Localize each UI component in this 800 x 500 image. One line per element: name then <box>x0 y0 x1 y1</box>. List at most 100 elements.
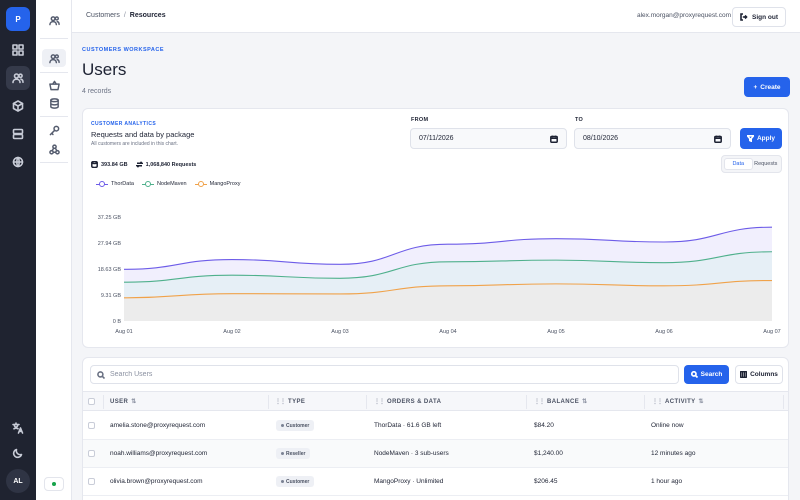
legend-item-nodemaven[interactable]: NodeMaven <box>141 181 187 187</box>
user-email: alex.morgan@proxyrequest.com <box>636 12 731 19</box>
app-logo[interactable]: P <box>6 7 30 31</box>
drag-handle-icon: ⋮⋮ <box>652 399 663 405</box>
globe-icon[interactable] <box>6 150 30 174</box>
plus-icon: + <box>753 83 758 91</box>
apply-button[interactable]: Apply <box>740 128 782 149</box>
x-tick-label: Aug 05 <box>547 329 564 335</box>
users-icon[interactable] <box>6 66 30 90</box>
cell-orders: NodeMaven · 3 sub-users <box>374 450 449 457</box>
x-tick-label: Aug 06 <box>655 329 672 335</box>
users-table-card: Search Columns USER⇅ ⋮⋮TYPE ⋮⋮ORDERS & D… <box>82 357 789 500</box>
column-orders[interactable]: ⋮⋮ ORDERS & DATA <box>374 398 442 406</box>
table-row[interactable]: olivia.brown@proxyrequest.com Customer M… <box>83 468 788 496</box>
database-icon <box>91 161 98 168</box>
create-button[interactable]: + Create <box>744 77 790 97</box>
analytics-note: All customers are included in this chart… <box>91 141 178 147</box>
series-line-thordata <box>123 226 773 270</box>
cell-user: olivia.brown@proxyrequest.com <box>110 478 203 485</box>
cell-orders: MangoProxy · Unlimited <box>374 478 444 485</box>
sort-icon: ⇅ <box>698 399 704 405</box>
legend-marker-icon <box>141 181 154 187</box>
total-data: 393.84 GB <box>91 161 128 168</box>
search-button[interactable]: Search <box>684 365 729 384</box>
drag-handle-icon: ⋮⋮ <box>275 399 286 405</box>
series-line-nodemaven <box>123 251 773 283</box>
record-count: 4 records <box>82 88 112 95</box>
y-tick-label: 9.31 GB <box>101 293 122 299</box>
row-checkbox[interactable] <box>88 478 95 485</box>
column-type[interactable]: ⋮⋮ TYPE <box>275 398 306 406</box>
table-row[interactable]: amelia.stone@proxyrequest.com Customer T… <box>83 412 788 440</box>
drag-handle-icon: ⋮⋮ <box>374 399 385 405</box>
legend-marker-icon <box>96 181 108 187</box>
database-icon[interactable] <box>42 94 66 112</box>
cell-balance: $84.20 <box>534 422 554 429</box>
total-requests: 1,068,840 Requests <box>135 161 196 168</box>
toggle-requests[interactable]: Requests <box>754 161 778 167</box>
columns-button[interactable]: Columns <box>735 365 783 384</box>
x-tick-label: Aug 04 <box>439 329 456 335</box>
type-badge: Reseller <box>276 448 311 459</box>
x-tick-label: Aug 02 <box>223 329 240 335</box>
breadcrumb-customers[interactable]: Customers <box>86 12 120 19</box>
row-checkbox[interactable] <box>88 422 95 429</box>
top-bar: Customers / Resources alex.morgan@proxyreq… <box>72 0 800 33</box>
y-tick-label: 37.25 GB <box>98 215 122 221</box>
toggle-data[interactable]: Data <box>724 158 753 170</box>
area-mangoproxy <box>124 280 772 321</box>
transfer-icon <box>135 161 143 168</box>
cell-balance: $206.45 <box>534 478 558 485</box>
breadcrumb: Customers / Resources <box>86 12 166 19</box>
legend-item-thordata[interactable]: ThorData <box>96 181 134 187</box>
from-date-input[interactable]: 07/11/2026 <box>410 128 567 149</box>
column-balance[interactable]: ⋮⋮ BALANCE ⇅ <box>534 398 588 406</box>
breadcrumb-current: Resources <box>129 12 166 19</box>
webhook-icon[interactable] <box>42 140 66 158</box>
y-tick-label: 0 B <box>113 319 122 325</box>
columns-icon <box>740 371 748 378</box>
moon-icon[interactable] <box>6 441 30 465</box>
search-field <box>90 365 679 384</box>
x-tick-label: Aug 07 <box>763 329 780 335</box>
row-checkbox[interactable] <box>88 450 95 457</box>
y-tick-label: 18.63 GB <box>98 267 122 273</box>
dashboard-icon[interactable] <box>6 38 30 62</box>
to-date-input[interactable]: 08/10/2026 <box>574 128 731 149</box>
x-tick-label: Aug 01 <box>115 329 132 335</box>
totals: 393.84 GB 1,068,840 Requests <box>91 161 196 168</box>
box-icon[interactable] <box>6 94 30 118</box>
sign-out-button[interactable]: Sign out <box>732 7 786 27</box>
series-line-mangoproxy <box>123 279 773 299</box>
status-indicator <box>44 477 64 491</box>
y-tick-label: 27.94 GB <box>98 241 122 247</box>
analytics-card: CUSTOMER ANALYTICS Requests and data by … <box>82 108 789 348</box>
app-rail: P AL <box>0 0 36 500</box>
avatar[interactable]: AL <box>6 469 30 493</box>
cell-user: noah.williams@proxyrequest.com <box>110 450 208 457</box>
column-activity[interactable]: ⋮⋮ ACTIVITY ⇅ <box>652 398 704 406</box>
legend-marker-icon <box>194 181 207 187</box>
table-row[interactable]: noah.williams@proxyrequest.com Reseller … <box>83 440 788 468</box>
search-input[interactable] <box>110 371 670 378</box>
search-icon <box>97 370 105 379</box>
column-user[interactable]: USER ⇅ <box>110 398 137 406</box>
translate-icon[interactable] <box>6 416 30 440</box>
calendar-icon <box>714 135 722 143</box>
key-icon[interactable] <box>42 121 66 139</box>
sidebar-item-users[interactable] <box>42 49 66 67</box>
customers-icon[interactable] <box>42 11 66 29</box>
analytics-title: Requests and data by package <box>91 130 195 139</box>
basket-icon[interactable] <box>42 76 66 94</box>
usage-chart: 0 B 9.31 GB 18.63 GB 27.94 GB 37.25 GB Aug 01… <box>98 215 781 335</box>
x-tick-label: Aug 03 <box>331 329 348 335</box>
sort-icon: ⇅ <box>131 399 137 405</box>
page-title: Users <box>82 60 127 79</box>
sort-icon: ⇅ <box>582 399 588 405</box>
sign-out-icon <box>740 13 748 21</box>
cell-activity: Online now <box>651 422 684 429</box>
select-all-checkbox[interactable] <box>88 398 95 405</box>
drag-handle-icon: ⋮⋮ <box>534 399 545 405</box>
legend-item-mangoproxy[interactable]: MangoProxy <box>194 181 241 187</box>
server-icon[interactable] <box>6 122 30 146</box>
to-label: TO <box>575 117 584 123</box>
